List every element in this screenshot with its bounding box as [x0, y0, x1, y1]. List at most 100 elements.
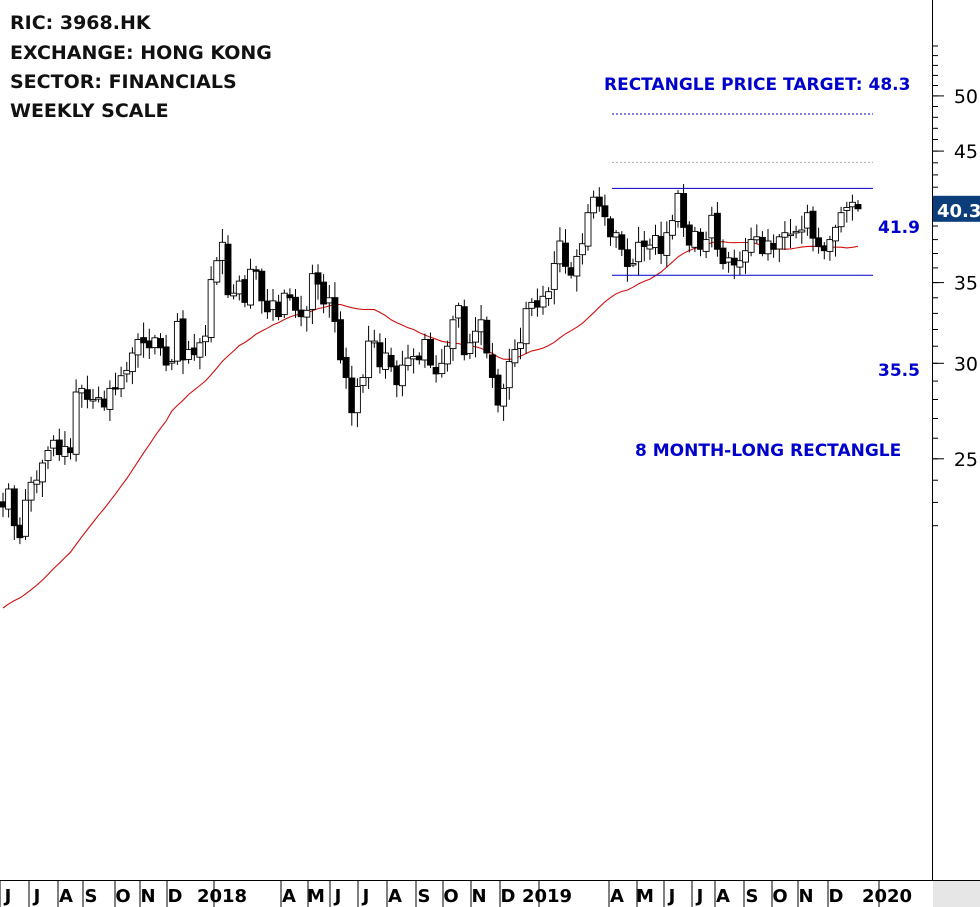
- candle-body: [803, 212, 811, 229]
- candle-body: [427, 338, 434, 366]
- x-tick-label: J: [667, 886, 676, 907]
- candle: [387, 347, 395, 372]
- candle-body: [595, 196, 603, 207]
- lower-level-label: 35.5: [878, 361, 920, 381]
- candle-body: [22, 499, 29, 537]
- candle-body: [505, 361, 513, 389]
- candle: [505, 348, 513, 400]
- candle: [466, 333, 474, 360]
- x-tick-label: J: [361, 886, 370, 907]
- candle-body: [826, 239, 834, 252]
- x-tick-label: O: [772, 886, 787, 907]
- candle-body: [460, 306, 468, 356]
- candle-body: [247, 268, 254, 306]
- candle-body: [286, 294, 294, 299]
- candle: [173, 313, 181, 365]
- candle: [421, 333, 429, 368]
- x-tick-label: N: [471, 886, 486, 907]
- candle-body: [258, 270, 266, 302]
- candle: [258, 268, 266, 314]
- candle: [432, 355, 440, 383]
- candle: [123, 361, 131, 383]
- candle-body: [837, 212, 845, 228]
- candle: [393, 360, 401, 398]
- candle: [595, 187, 603, 212]
- x-tick-label: A: [282, 886, 296, 907]
- sector-label: SECTOR: FINANCIALS: [10, 71, 237, 93]
- candle-body: [736, 260, 744, 268]
- candle: [280, 289, 288, 319]
- candle-body: [123, 369, 131, 375]
- candle: [607, 216, 614, 246]
- exchange-label: EXCHANGE: HONG KONG: [10, 42, 272, 64]
- candle-body: [685, 224, 693, 246]
- candle-body: [359, 377, 367, 386]
- candle-body: [168, 361, 176, 364]
- candle-body: [224, 243, 232, 296]
- x-tick-label: D: [829, 886, 844, 907]
- candle-body: [387, 354, 395, 368]
- candle: [168, 358, 176, 371]
- candle: [455, 302, 463, 328]
- candle: [269, 289, 277, 321]
- candle-body: [556, 240, 564, 265]
- candle: [601, 194, 609, 226]
- candle: [539, 285, 547, 315]
- candle-body: [16, 524, 24, 539]
- candle-body: [5, 488, 13, 510]
- candle: [685, 221, 693, 253]
- axis-corner: [933, 881, 980, 907]
- candle-body: [432, 366, 440, 375]
- levels-layer: [612, 113, 873, 276]
- candle: [348, 365, 356, 426]
- candle: [775, 234, 783, 263]
- candle: [826, 235, 834, 261]
- candle: [522, 301, 530, 354]
- candle: [809, 206, 817, 252]
- candle-body: [545, 291, 553, 299]
- candle: [410, 348, 418, 374]
- candle-body: [337, 319, 344, 361]
- candle-body: [0, 501, 7, 508]
- candle-body: [331, 297, 339, 322]
- candle: [415, 352, 423, 365]
- x-tick-label: J: [695, 886, 704, 907]
- candle: [742, 238, 749, 274]
- candle-body: [640, 240, 648, 247]
- candle-body: [792, 230, 800, 234]
- candle: [134, 333, 142, 368]
- candle: [736, 251, 744, 276]
- candle: [713, 202, 721, 257]
- candle: [533, 288, 541, 317]
- candle: [837, 206, 845, 233]
- candle: [314, 264, 322, 300]
- candle: [567, 262, 575, 279]
- candle-body: [612, 232, 620, 238]
- x-tick-label: M: [636, 886, 654, 907]
- candle-body: [263, 300, 271, 313]
- candle: [213, 257, 221, 285]
- x-tick-label: D: [168, 886, 183, 907]
- candle-body: [95, 397, 103, 400]
- candle: [697, 228, 704, 257]
- x-tick-label: S: [85, 886, 98, 907]
- candle: [263, 289, 271, 319]
- scale-label: WEEKLY SCALE: [10, 100, 169, 122]
- upper-level-label: 41.9: [878, 218, 920, 238]
- candle-body: [646, 244, 654, 250]
- candle: [353, 378, 361, 428]
- candle-body: [691, 230, 699, 248]
- x-tick-label: N: [140, 886, 155, 907]
- candle: [719, 239, 727, 270]
- candle-body: [455, 305, 463, 319]
- candle: [427, 332, 434, 369]
- candle-body: [207, 279, 215, 338]
- candle: [483, 316, 491, 359]
- candle-body: [67, 447, 74, 454]
- candle-body: [584, 212, 592, 247]
- candle-body: [466, 342, 474, 354]
- candle: [27, 476, 35, 512]
- candle-body: [38, 462, 46, 483]
- candle: [629, 258, 637, 268]
- candle: [151, 334, 159, 355]
